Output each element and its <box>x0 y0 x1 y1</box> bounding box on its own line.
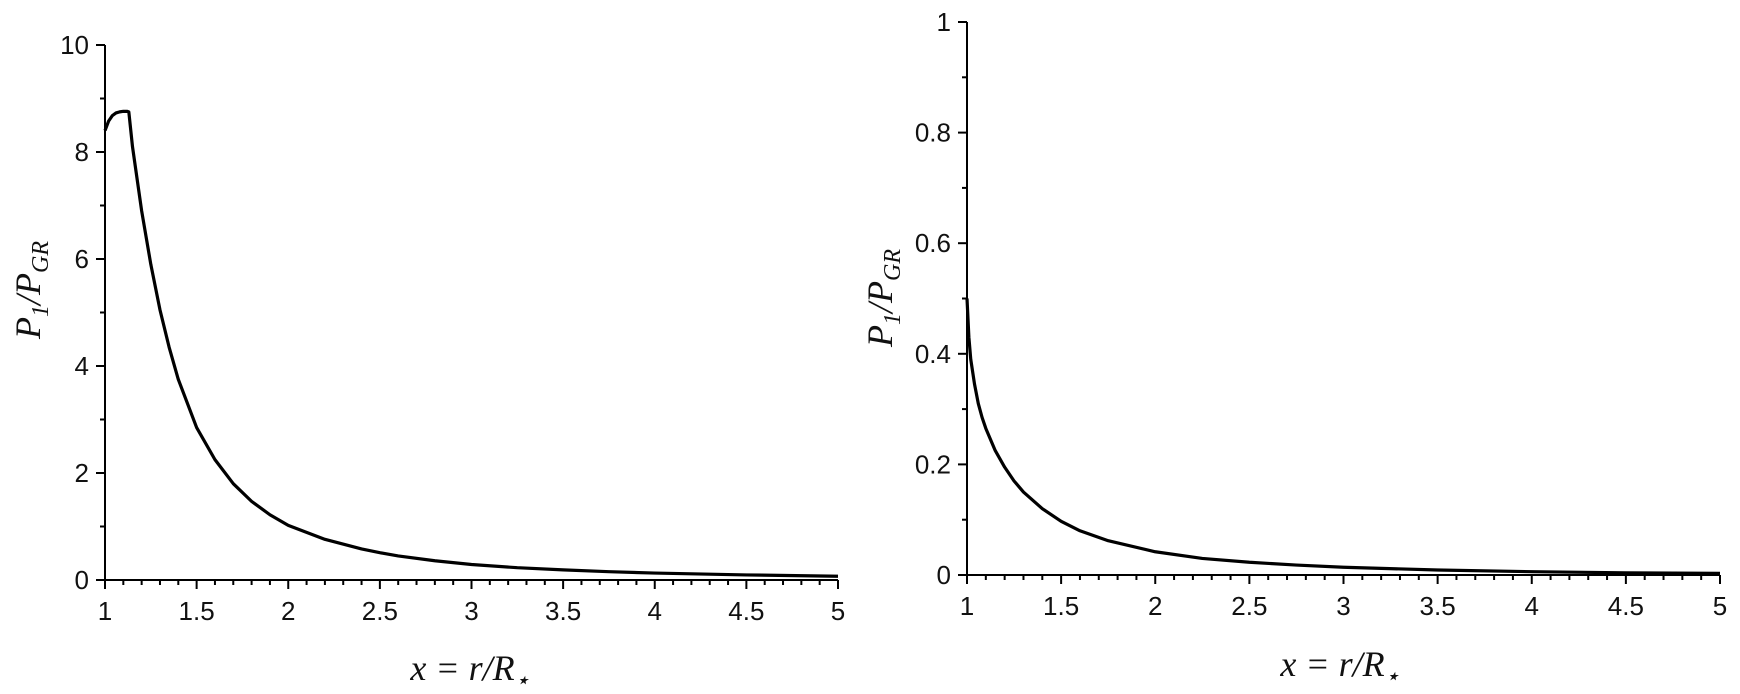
y-tick-label-right: 0.2 <box>915 449 951 479</box>
y-tick-label-right: 1 <box>937 7 951 37</box>
y-tick-label-right: 0.6 <box>915 228 951 258</box>
x-tick-label-left: 1 <box>98 596 112 626</box>
y-tick-label-left: 8 <box>75 137 89 167</box>
chart-right: 1 1.5 2 2.5 3 3.5 4 4.5 5 0 0.2 0.4 0.6 0.8 1 x = r/R⋆… <box>860 7 1727 690</box>
y-tick-label-left: 4 <box>75 351 89 381</box>
y-tick-label-left: 2 <box>75 458 89 488</box>
x-tick-label-right: 1.5 <box>1043 591 1079 621</box>
axes-right: 1 1.5 2 2.5 3 3.5 4 4.5 5 0 0.2 0.4 0.6 0.8 1 <box>915 7 1727 621</box>
y-tick-label-left: 6 <box>75 244 89 274</box>
series-line-right <box>965 298 1721 575</box>
series-line-left <box>103 109 839 578</box>
x-tick-label-left: 3.5 <box>545 596 581 626</box>
y-tick-label-right: 0 <box>937 560 951 590</box>
y-tick-label-left: 10 <box>60 30 89 60</box>
y-axis-label-left: P1/PGR <box>8 241 54 340</box>
x-tick-label-right: 4 <box>1525 591 1539 621</box>
chart-left: 1 1.5 2 2.5 3 3.5 4 4.5 5 0 2 4 6 8 10 x = r/R⋆ P1/PGR <box>8 30 845 694</box>
x-tick-label-left: 2 <box>281 596 295 626</box>
x-tick-label-right: 1 <box>960 591 974 621</box>
x-tick-label-right: 4.5 <box>1608 591 1644 621</box>
y-axis-label-right: P1/PGR <box>860 249 906 348</box>
y-tick-label-right: 0.8 <box>915 118 951 148</box>
x-tick-label-right: 3 <box>1336 591 1350 621</box>
x-tick-label-left: 4.5 <box>728 596 764 626</box>
x-tick-label-left: 3 <box>464 596 478 626</box>
x-tick-label-right: 2 <box>1148 591 1162 621</box>
x-axis-label-left: x = r/R⋆ <box>409 648 529 694</box>
x-axis-label-right: x = r/R⋆ <box>1279 644 1399 690</box>
x-tick-label-right: 2.5 <box>1231 591 1267 621</box>
y-tick-label-right: 0.4 <box>915 339 951 369</box>
x-tick-label-left: 5 <box>831 596 845 626</box>
x-tick-label-left: 4 <box>648 596 662 626</box>
axes-left: 1 1.5 2 2.5 3 3.5 4 4.5 5 0 2 4 6 8 10 <box>60 30 845 626</box>
x-tick-label-right: 3.5 <box>1420 591 1456 621</box>
y-tick-label-left: 0 <box>75 565 89 595</box>
x-tick-label-right: 5 <box>1713 591 1727 621</box>
x-tick-label-left: 2.5 <box>362 596 398 626</box>
x-tick-label-left: 1.5 <box>179 596 215 626</box>
